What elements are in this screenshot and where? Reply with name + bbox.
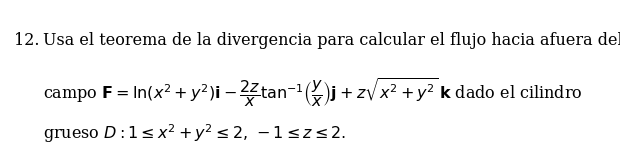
- Text: 12.: 12.: [14, 32, 40, 49]
- Text: campo $\mathbf{F} = \ln(x^2+y^2)\mathbf{i} - \dfrac{2z}{x}\tan^{-1}\!\left(\dfra: campo $\mathbf{F} = \ln(x^2+y^2)\mathbf{…: [43, 77, 583, 109]
- Text: Usa el teorema de la divergencia para calcular el flujo hacia afuera del: Usa el teorema de la divergencia para ca…: [43, 32, 620, 49]
- Text: grueso $D: 1 \leq x^2 + y^2 \leq 2,\, -1 \leq z \leq 2.$: grueso $D: 1 \leq x^2 + y^2 \leq 2,\, -1…: [43, 122, 346, 145]
